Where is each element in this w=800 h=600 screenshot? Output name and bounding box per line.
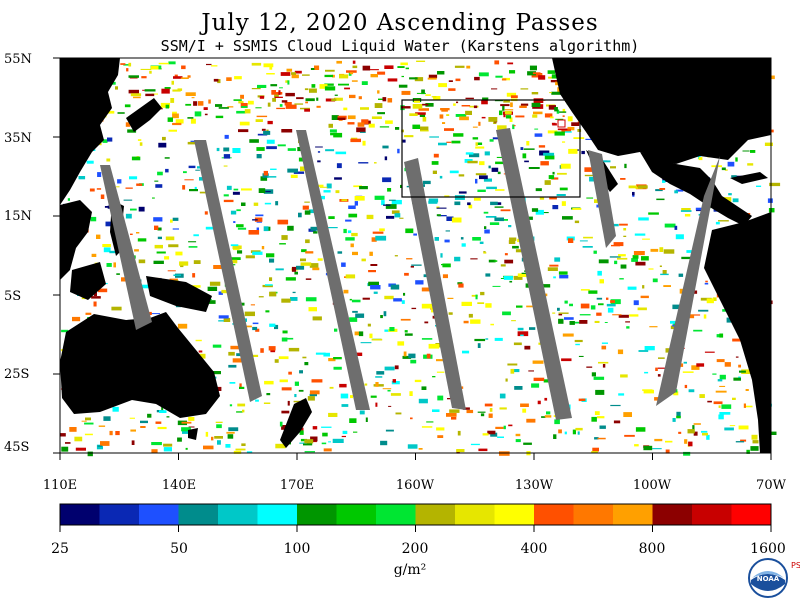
colorbar-label-800: 800: [638, 541, 666, 557]
map-subtitle: SSM/I + SSMIS Cloud Liquid Water (Karste…: [160, 37, 640, 55]
colorbar-label-400: 400: [520, 541, 548, 557]
colorbar-label-200: 200: [401, 541, 429, 557]
colorbar-swatch: [731, 504, 772, 525]
region-box: [401, 99, 581, 198]
region-marker: [557, 119, 566, 128]
land-north-america: [552, 58, 771, 164]
colorbar-swatch: [692, 504, 732, 525]
lat-label-55n: 55N: [4, 52, 32, 67]
lat-label-35n: 35N: [4, 131, 32, 146]
colorbar-label-1600: 1600: [750, 541, 786, 557]
land-japan: [126, 98, 162, 132]
lon-label-110e: 110E: [42, 478, 78, 493]
swath-gap-4: [404, 158, 466, 410]
axis-ticks: [53, 57, 772, 460]
land-australia: [60, 312, 220, 418]
land-new-guinea: [146, 276, 212, 312]
land-indochina: [60, 200, 92, 280]
psl-mark: PSL: [791, 561, 800, 570]
land-south-america: [704, 212, 771, 453]
land-masses: [60, 58, 771, 453]
land-tasmania: [188, 428, 198, 440]
swath-gap-5: [496, 128, 572, 420]
swath-gap-6: [588, 150, 616, 248]
colorbar-units: g/m²: [393, 562, 427, 578]
lon-label-100w: 100W: [632, 478, 672, 493]
noaa-logo-text: NOAA: [757, 575, 780, 583]
colorbar-swatch: [60, 504, 100, 525]
colorbar-swatch: [494, 504, 535, 525]
colorbar-label-100: 100: [283, 541, 311, 557]
colorbar: [59, 503, 772, 532]
swath-gap-7: [656, 156, 720, 406]
lat-label-5s: 5S: [4, 289, 22, 304]
lon-label-160w: 160W: [395, 478, 435, 493]
colorbar-swatch: [652, 504, 693, 525]
colorbar-swatch: [178, 504, 219, 525]
swath-gap-3: [296, 130, 370, 410]
swath-gap-2: [194, 140, 262, 402]
land-central-america: [640, 152, 752, 226]
colorbar-swatch: [415, 504, 456, 525]
colorbar-label-50: 50: [170, 541, 188, 557]
lon-label-140e: 140E: [161, 478, 197, 493]
noaa-logo: NOAA: [748, 558, 788, 598]
swath-gap-1: [100, 165, 152, 330]
colorbar-swatch: [613, 504, 653, 525]
colorbar-swatch: [534, 504, 574, 525]
lat-label-45s: 45S: [4, 440, 30, 455]
lon-label-170e: 170E: [279, 478, 315, 493]
cloud-water-field: [60, 60, 781, 457]
colorbar-swatch: [455, 504, 495, 525]
lon-label-130w: 130W: [514, 478, 554, 493]
lon-label-70w: 70W: [756, 478, 786, 493]
colorbar-swatch: [297, 504, 337, 525]
colorbar-swatch: [376, 504, 416, 525]
colorbar-swatch: [139, 504, 179, 525]
colorbar-swatch: [99, 504, 140, 525]
colorbar-swatch: [336, 504, 377, 525]
colorbar-swatch: [218, 504, 258, 525]
swath-gaps: [100, 128, 720, 420]
map-title: July 12, 2020 Ascending Passes: [201, 10, 599, 36]
land-east-asia: [60, 58, 120, 205]
lat-label-25s: 25S: [4, 367, 30, 382]
land-borneo: [70, 262, 106, 300]
land-new-zealand: [280, 398, 312, 448]
colorbar-swatch: [257, 504, 298, 525]
colorbar-label-25: 25: [51, 541, 69, 557]
lat-label-15n: 15N: [4, 209, 32, 224]
colorbar-swatch: [573, 504, 614, 525]
land-caribbean: [730, 172, 768, 184]
